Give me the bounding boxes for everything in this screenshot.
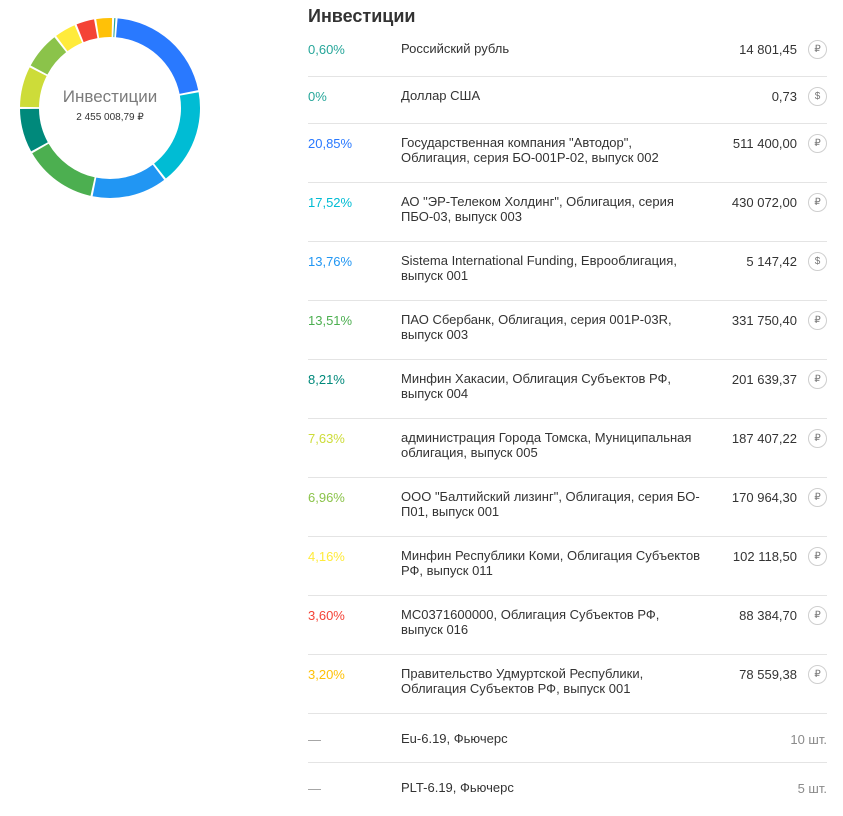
holding-percent: 0% [308,89,327,104]
holding-row[interactable]: 0,60% Российский рубль 14 801,45 ₽ [308,30,827,77]
donut-segment[interactable] [92,164,165,198]
holding-percent: 17,52% [308,195,353,210]
holding-amount: 187 407,22 [731,431,797,446]
holding-amount: 102 118,50 [732,549,797,564]
donut-segment[interactable] [20,108,48,152]
ruble-icon: ₽ [808,134,827,153]
holding-percent: 13,76% [308,254,353,269]
holding-percent: 4,16% [308,549,345,564]
holding-amount: 430 072,00 [731,195,797,210]
donut-title: Инвестиции [62,87,158,106]
holding-percent: 0,60% [308,42,345,57]
holding-amount: 170 964,30 [731,490,797,505]
ruble-icon: ₽ [808,665,827,684]
holding-name: администрация Города Томска, Муниципальн… [401,430,692,460]
donut-total: 2 455 008,79 ₽ [76,112,144,123]
ruble-icon: ₽ [808,488,827,507]
futures-quantity: 10 шт. [790,732,827,747]
holding-amount: 0,73 [771,89,797,104]
panel-title: Инвестиции [308,6,416,26]
holding-row[interactable]: 20,85% Государственная компания "Автодор"… [308,124,827,183]
futures-quantity: 5 шт. [797,781,827,796]
holding-amount: 331 750,40 [731,313,797,328]
holding-name: Государственная компания "Автодор", Обли… [401,135,659,165]
holding-row[interactable]: 3,60% МС0371600000, Облигация Субъектов Р… [308,596,827,655]
donut-segment[interactable] [96,17,113,38]
donut-segment[interactable] [116,18,199,94]
holding-amount: 201 639,37 [731,372,797,387]
holding-row[interactable]: 4,16% Минфин Республики Коми, Облигация С… [308,537,827,596]
holdings-list: 0,60% Российский рубль 14 801,45 ₽0% Доллар … [308,30,827,811]
holding-row[interactable]: 17,52% АО "ЭР-Телеком Холдинг", Облигация… [308,183,827,242]
holding-amount: 511 400,00 [732,136,797,151]
holding-name: Минфин Хакасии, Облигация Субъектов РФ, … [401,371,672,401]
holding-name: ООО "Балтийский лизинг", Облигация, сери… [401,489,700,519]
donut-segment[interactable] [113,18,116,38]
ruble-icon: ₽ [808,429,827,448]
holding-amount: 5 147,42 [746,254,797,269]
holding-row[interactable]: 3,20% Правительство Удмуртской Республики… [308,655,827,714]
ruble-icon: ₽ [808,370,827,389]
holding-row[interactable]: 13,51% ПАО Сбербанк, Облигация, серия 001… [308,301,827,360]
donut-segment[interactable] [76,19,98,43]
holding-row[interactable]: 8,21% Минфин Хакасии, Облигация Субъектов… [308,360,827,419]
dollar-icon: $ [808,87,827,106]
allocation-donut: Инвестиции 2 455 008,79 ₽ [10,8,210,208]
ruble-icon: ₽ [808,40,827,59]
holding-name: Правительство Удмуртской Республики, Обл… [401,666,644,696]
holding-row[interactable]: 7,63% администрация Города Томска, Муници… [308,419,827,478]
holding-name: Минфин Республики Коми, Облигация Субъек… [401,548,701,578]
holding-name: ПАО Сбербанк, Облигация, серия 001Р-03R,… [401,312,672,342]
holding-row[interactable]: 13,76% Sistema International Funding, Евр… [308,242,827,301]
donut-segment[interactable] [32,143,95,196]
dollar-icon: $ [808,252,827,271]
holding-name: Доллар США [401,88,481,103]
donut-segment[interactable] [154,92,200,179]
holding-name: Российский рубль [401,41,510,56]
holding-name: МС0371600000, Облигация Субъектов РФ, вы… [401,607,660,637]
futures-row[interactable]: — PLT-6.19, Фьючерс 5 шт. [308,763,827,811]
holding-percent: 20,85% [308,136,353,151]
holding-name: АО "ЭР-Телеком Холдинг", Облигация, сери… [401,194,674,224]
donut-chart [20,17,200,198]
ruble-icon: ₽ [808,193,827,212]
donut-center: Инвестиции 2 455 008,79 ₽ [10,8,210,208]
futures-name: PLT-6.19, Фьючерс [401,780,514,795]
holding-amount: 14 801,45 [739,42,797,57]
holding-name: Sistema International Funding, Еврооблиг… [401,253,677,283]
holding-percent: 6,96% [308,490,345,505]
donut-segment[interactable] [56,25,83,52]
holding-amount: 78 559,38 [739,667,797,682]
holding-percent: 3,20% [308,667,345,682]
holding-row[interactable]: 6,96% ООО "Балтийский лизинг", Облигация,… [308,478,827,537]
futures-name: Eu-6.19, Фьючерс [401,731,508,746]
holding-row[interactable]: 0% Доллар США 0,73 $ [308,77,827,124]
ruble-icon: ₽ [808,311,827,330]
donut-segment[interactable] [30,37,67,75]
ruble-icon: ₽ [808,606,827,625]
futures-row[interactable]: — Eu-6.19, Фьючерс 10 шт. [308,714,827,763]
holding-percent: 3,60% [308,608,345,623]
holding-amount: 88 384,70 [739,608,797,623]
holding-percent: 13,51% [308,313,353,328]
holding-percent: 8,21% [308,372,345,387]
futures-dash: — [308,732,321,747]
holding-percent: 7,63% [308,431,345,446]
futures-dash: — [308,781,321,796]
ruble-icon: ₽ [808,547,827,566]
donut-segment[interactable] [20,67,47,108]
